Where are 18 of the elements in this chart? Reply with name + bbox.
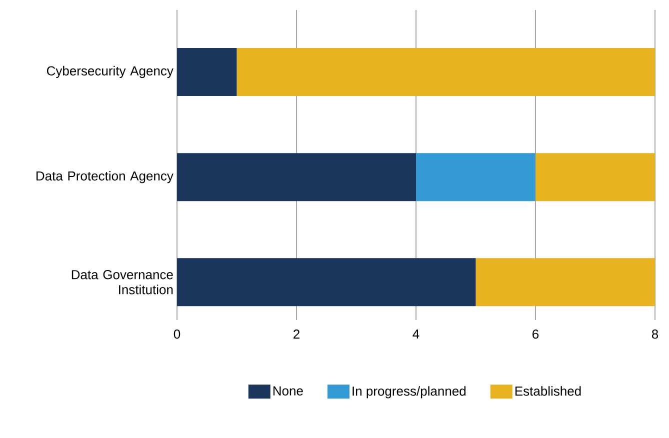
- bar: [177, 48, 237, 96]
- bar: [535, 153, 655, 202]
- x-tick-label: 2: [294, 330, 300, 339]
- bar: [476, 258, 655, 306]
- x-tick-label: 6: [532, 330, 539, 339]
- y-tick-label: Data Protection Agency: [36, 171, 174, 184]
- y-tick-label: Data Governance Institution: [72, 270, 173, 294]
- legend-label: None: [273, 386, 303, 396]
- legend-label: In progress/planned: [352, 386, 466, 398]
- x-tick-label: 8: [652, 330, 658, 339]
- bar: [416, 153, 536, 202]
- bar: [236, 48, 655, 96]
- x-tick-label: 0: [174, 330, 180, 339]
- legend-label: Established: [515, 386, 581, 396]
- bar: [177, 258, 476, 306]
- bar: [177, 153, 416, 202]
- y-tick-label: Cybersecurity Agency: [46, 66, 174, 78]
- x-tick-label: 4: [412, 330, 420, 338]
